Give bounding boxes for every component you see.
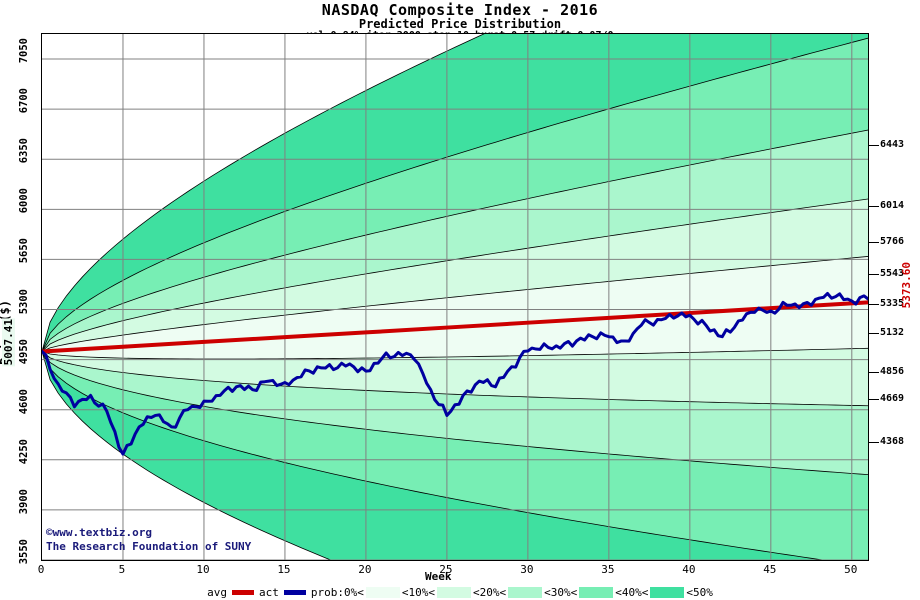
y-tick-label: 6000 — [18, 188, 30, 214]
legend-band-label: prob:0%< — [310, 585, 364, 599]
series-avg — [42, 300, 868, 354]
y-tick-label: 6350 — [18, 138, 30, 164]
right-tick-mark — [869, 303, 879, 305]
x-tick-label: 40 — [682, 563, 696, 576]
right-tick-mark — [869, 332, 879, 334]
y-tick-label: 4250 — [18, 438, 30, 465]
x-tick-label: 25 — [439, 563, 453, 576]
y-tick-label: 3900 — [18, 488, 30, 515]
legend-act-swatch — [283, 589, 306, 595]
chart-subtitle: Predicted Price Distribution — [358, 17, 562, 31]
legend-band-swatch — [650, 586, 685, 598]
right-tick-label: 5335 — [880, 297, 905, 309]
legend-band-swatch — [365, 586, 400, 598]
x-tick-label: 20 — [358, 563, 372, 576]
series-act — [42, 291, 868, 456]
right-tick-mark — [869, 441, 879, 443]
x-tick-label: 15 — [277, 563, 291, 576]
right-tick-mark — [869, 372, 879, 374]
x-tick-label: 30 — [520, 563, 534, 576]
band-boundary — [42, 34, 485, 352]
y-tick-label: 5650 — [18, 238, 30, 264]
legend-band-swatch — [508, 586, 543, 598]
right-tick-label: 4368 — [880, 435, 905, 447]
end-price-label: 5373.60 — [900, 262, 913, 309]
right-tick-label: 4669 — [880, 392, 905, 404]
band-boundary — [42, 351, 868, 407]
legend-band-swatch — [436, 586, 471, 598]
legend-band-label: <40%< — [615, 585, 649, 599]
band-boundary — [42, 37, 868, 352]
y-tick-label: 5300 — [18, 288, 30, 314]
legend-act-label: act — [259, 585, 279, 599]
start-price-label: 5007.41 — [2, 318, 15, 367]
legend-band-label: <50% — [686, 585, 713, 599]
right-tick-mark — [869, 241, 879, 243]
band-boundary — [42, 351, 826, 560]
y-tick-label: 3550 — [18, 539, 30, 565]
band-boundary — [42, 351, 868, 476]
y-tick-label: 7050 — [18, 38, 30, 64]
chart-legend: avg act prob:0%< <10%< <20%< <30%< <40%< <50% — [0, 584, 920, 600]
x-axis-label: Week — [425, 570, 452, 583]
probability-band — [42, 256, 868, 360]
right-tick-label: 5543 — [880, 267, 905, 279]
y-tick-label: 4950 — [18, 338, 30, 364]
legend-band-swatch — [579, 586, 614, 598]
right-tick-mark — [869, 398, 879, 400]
watermark: ©www.textbiz.org The Research Foundation… — [46, 526, 252, 553]
right-tick-mark — [869, 206, 879, 208]
x-tick-label: 45 — [763, 563, 777, 576]
legend-avg-swatch — [232, 589, 254, 595]
band-boundary — [42, 347, 868, 360]
legend-band-label: <10%< — [401, 585, 435, 599]
band-boundary — [42, 351, 332, 560]
right-tick-mark — [869, 273, 879, 275]
right-tick-label: 5766 — [880, 235, 905, 247]
right-tick-label: 6443 — [880, 138, 905, 150]
right-tick-label: 6014 — [880, 200, 905, 212]
x-tick-label: 50 — [844, 563, 858, 576]
y-tick-label: 6700 — [18, 88, 30, 114]
right-tick-label: 5132 — [880, 326, 905, 338]
page-title: NASDAQ Composite Index - 2016 — [321, 1, 599, 19]
right-tick-label: 4856 — [880, 366, 905, 378]
x-tick-label: 10 — [196, 563, 210, 576]
right-tick-mark — [869, 144, 879, 146]
legend-band-label: <20%< — [472, 585, 507, 599]
legend-band-label: <30%< — [544, 585, 578, 599]
plot-area — [41, 33, 869, 561]
chart-canvas — [42, 34, 868, 560]
legend-avg-label: avg — [207, 585, 227, 599]
x-tick-label: 0 — [37, 563, 45, 576]
x-tick-label: 5 — [118, 563, 126, 576]
band-boundary — [42, 129, 868, 352]
x-tick-label: 35 — [601, 563, 615, 576]
band-boundary — [42, 256, 868, 352]
y-tick-label: 4600 — [18, 388, 30, 414]
